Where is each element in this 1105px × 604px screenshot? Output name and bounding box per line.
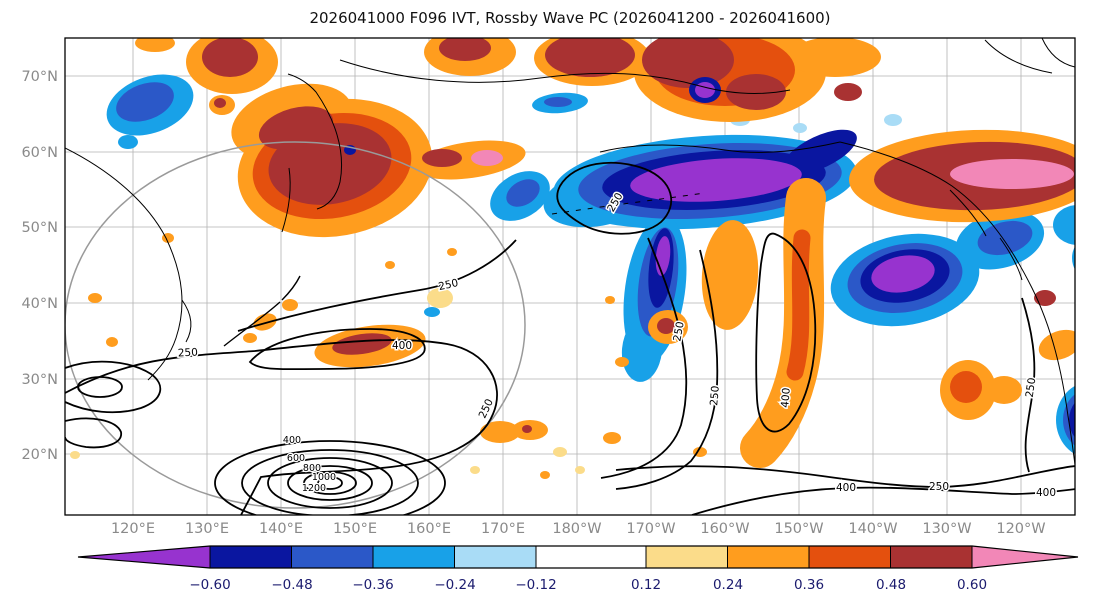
gray-ellipse bbox=[65, 141, 526, 509]
colorbar-tick-label: −0.12 bbox=[515, 577, 556, 593]
contour-label: 250 bbox=[437, 277, 459, 293]
y-tick-label: 70°N bbox=[21, 69, 58, 85]
contour-label: 250 bbox=[708, 385, 722, 406]
colorbar-ticks: −0.60 −0.48 −0.36 −0.24 −0.12 0.12 0.24 … bbox=[189, 577, 987, 593]
contour-label: 250 bbox=[929, 481, 949, 493]
x-tick-label: 170°W bbox=[626, 521, 675, 537]
x-tick-label: 160°E bbox=[407, 521, 451, 537]
colorbar-tick-label: 0.48 bbox=[876, 577, 906, 593]
colorbar-right-cap bbox=[972, 546, 1078, 568]
colorbar-outline bbox=[77, 545, 1079, 569]
colorbar-segment bbox=[646, 546, 728, 568]
colorbar-segment bbox=[809, 546, 891, 568]
contour-label: 400 bbox=[392, 340, 412, 352]
x-tick-label: 130°W bbox=[922, 521, 971, 537]
x-tick-label: 150°W bbox=[774, 521, 823, 537]
colorbar-segment bbox=[291, 546, 373, 568]
contour-label: 250 bbox=[671, 321, 686, 343]
contour-label: 400 bbox=[836, 482, 856, 494]
shade-paleyellow bbox=[70, 288, 585, 474]
contour-label: 1000 bbox=[312, 472, 336, 483]
y-tick-label: 30°N bbox=[21, 372, 58, 388]
x-tick-label: 120°E bbox=[111, 521, 155, 537]
colorbar-segment bbox=[373, 546, 455, 568]
x-tick-label: 160°W bbox=[700, 521, 749, 537]
shade-darkred bbox=[202, 38, 1075, 433]
colorbar-tick-label: −0.24 bbox=[434, 577, 475, 593]
shade-overlay-spots bbox=[344, 77, 721, 155]
colorbar-tick-label: 0.24 bbox=[713, 577, 743, 593]
shading-layer bbox=[70, 38, 1075, 479]
y-axis-ticks: 70°N 60°N 50°N 40°N 30°N 20°N bbox=[21, 69, 58, 463]
x-tick-label: 140°E bbox=[259, 521, 303, 537]
x-tick-label: 170°E bbox=[481, 521, 525, 537]
x-tick-label: 180°W bbox=[552, 521, 601, 537]
coastlines bbox=[65, 38, 1075, 469]
contour-label: 400 bbox=[283, 435, 301, 446]
x-tick-label: 120°W bbox=[996, 521, 1045, 537]
map-frame bbox=[64, 37, 1076, 516]
y-tick-label: 40°N bbox=[21, 296, 58, 312]
colorbar-segment bbox=[727, 546, 809, 568]
contour-label: 250 bbox=[178, 346, 199, 359]
colorbar-left-cap bbox=[78, 546, 210, 568]
colorbar-tick-label: 0.60 bbox=[957, 577, 987, 593]
colorbar-tick-label: −0.60 bbox=[189, 577, 230, 593]
colorbar-tick-label: 0.36 bbox=[794, 577, 824, 593]
colorbar-segment bbox=[536, 546, 646, 568]
colorbar-segment bbox=[210, 546, 292, 568]
colorbar-segment bbox=[890, 546, 972, 568]
y-tick-label: 60°N bbox=[21, 145, 58, 161]
colorbar-tick-label: −0.48 bbox=[271, 577, 312, 593]
x-tick-label: 150°E bbox=[333, 521, 377, 537]
colorbar-tick-label: 0.12 bbox=[631, 577, 661, 593]
x-axis-ticks: 120°E 130°E 140°E 150°E 160°E 170°E 180°… bbox=[111, 521, 1046, 537]
colorbar-segment bbox=[454, 546, 536, 568]
y-tick-label: 20°N bbox=[21, 447, 58, 463]
chart-title: 2026041000 F096 IVT, Rossby Wave PC (202… bbox=[309, 9, 830, 27]
contour-label: 800 bbox=[303, 463, 321, 474]
x-tick-label: 140°W bbox=[848, 521, 897, 537]
colorbar-tick-label: −0.36 bbox=[352, 577, 393, 593]
colorbar bbox=[77, 545, 1079, 569]
contour-label: 400 bbox=[1036, 487, 1056, 499]
shade-purple bbox=[630, 158, 935, 293]
contour-label: 250 bbox=[1024, 377, 1039, 399]
contour-label: 1200 bbox=[302, 483, 326, 494]
y-tick-label: 50°N bbox=[21, 220, 58, 236]
x-tick-label: 130°E bbox=[185, 521, 229, 537]
ivt-contours bbox=[65, 161, 1075, 515]
contour-label: 400 bbox=[779, 387, 793, 408]
contour-label: 600 bbox=[287, 453, 305, 464]
shade-pink bbox=[471, 150, 1074, 189]
